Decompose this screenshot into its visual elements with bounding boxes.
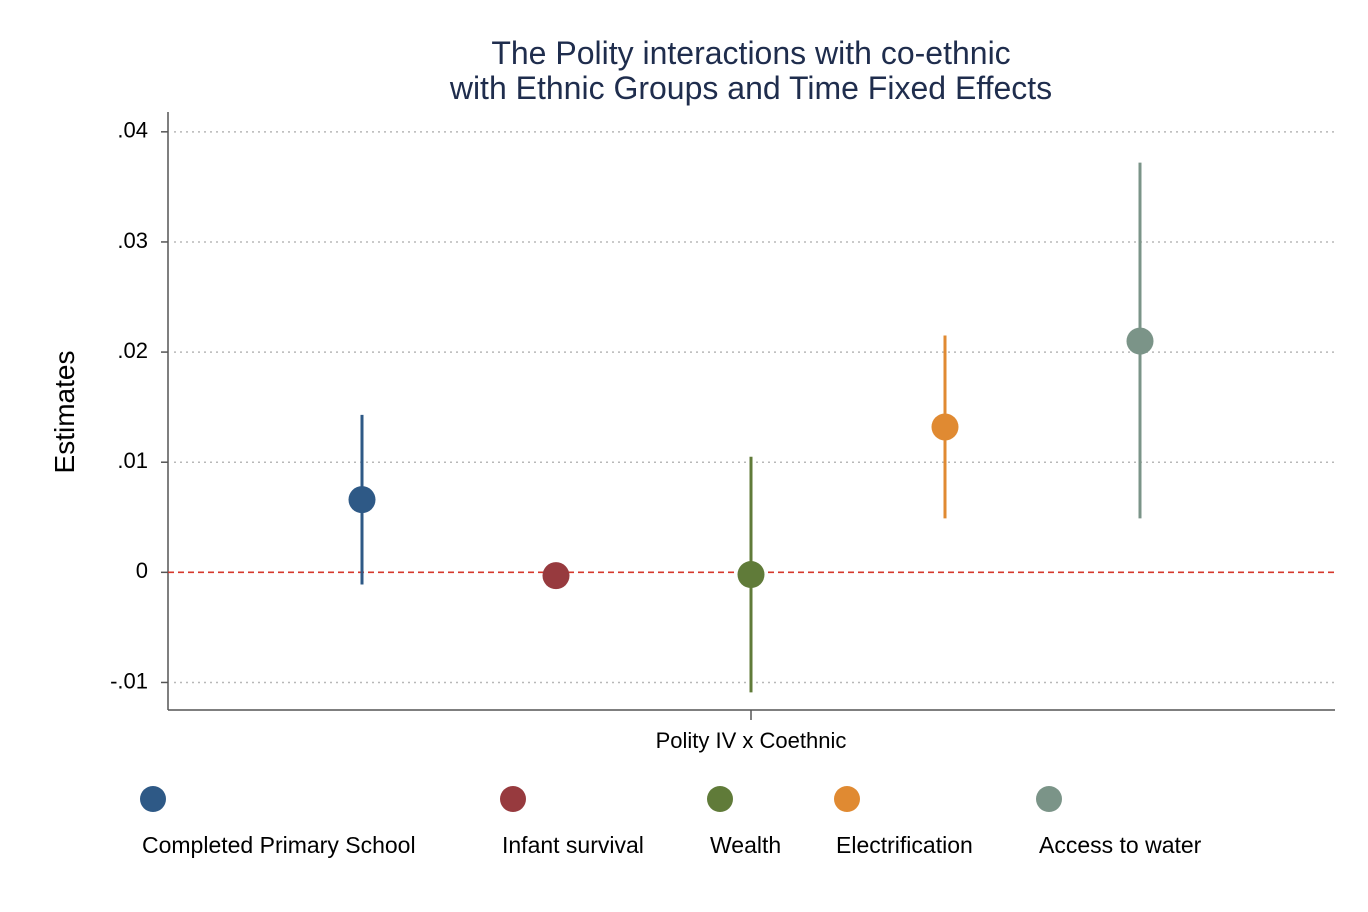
legend-marker: [500, 786, 526, 812]
legend-label: Electrification: [836, 832, 973, 858]
gridlines: [174, 131, 1335, 684]
legend-label: Wealth: [710, 832, 781, 858]
chart-title-line-2: with Ethnic Groups and Time Fixed Effect…: [449, 70, 1052, 106]
point-estimate: [1126, 327, 1154, 355]
x-category-label: Polity IV x Coethnic: [656, 728, 847, 753]
y-tick-label: .02: [117, 338, 148, 363]
legend: Completed Primary School Infant survival W…: [140, 786, 1202, 858]
legend-label: Infant survival: [502, 832, 644, 858]
point-estimate: [931, 413, 959, 441]
point-estimate: [348, 486, 376, 514]
legend-marker: [834, 786, 860, 812]
legend-label: Access to water: [1039, 832, 1202, 858]
point-estimate: [737, 561, 765, 589]
legend-label: Completed Primary School: [142, 832, 416, 858]
axes: -.01 0 .01 .02 .03 .04: [110, 112, 1335, 720]
y-tick-label: -.01: [110, 668, 148, 693]
data-marks: [168, 162, 1335, 693]
chart-title-line-1: The Polity interactions with co-ethnic: [491, 35, 1010, 71]
y-tick-label: .01: [117, 448, 148, 473]
legend-marker: [707, 786, 733, 812]
y-tick-label: .03: [117, 228, 148, 253]
point-estimate: [542, 562, 570, 590]
y-axis-label: Estimates: [49, 351, 80, 474]
y-tick-label: .04: [117, 118, 148, 143]
legend-marker: [140, 786, 166, 812]
legend-marker: [1036, 786, 1062, 812]
y-tick-label: 0: [136, 558, 148, 583]
